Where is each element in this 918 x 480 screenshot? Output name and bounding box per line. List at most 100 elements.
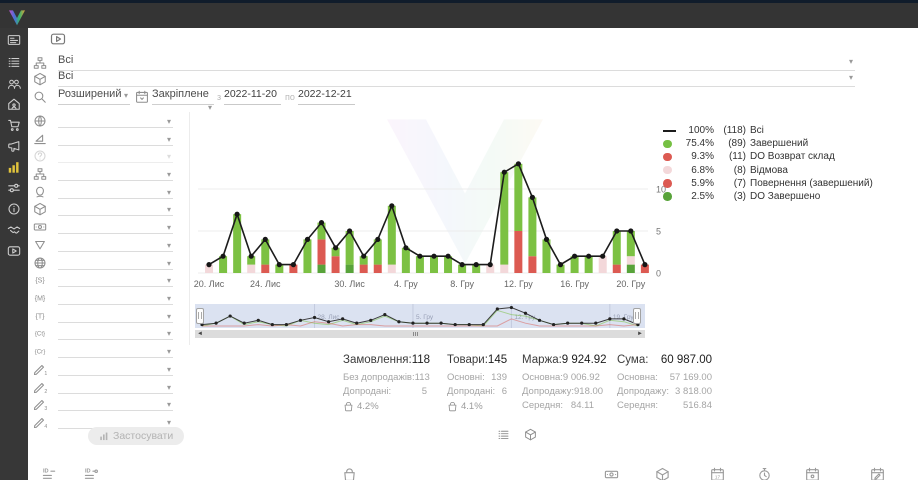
filter-select-sitemap[interactable]: ▾ [58, 167, 173, 182]
stat-value: 118 [411, 354, 431, 366]
product-filter-row: Всі ▾ [33, 70, 855, 88]
filter-select-funnel[interactable]: ▾ [58, 238, 173, 252]
legend-label: DO Завершено [750, 191, 821, 203]
legend-item[interactable]: 75.4% (89) Завершений [663, 137, 873, 150]
legend-dot-swatch [663, 165, 672, 175]
orders-stacked-bar-line-chart[interactable]: 0 5 10 20. Лис 24. Лис 30. Лис 4. Гру 8. Гру 12.… [192, 112, 670, 294]
filter-select-row-banknote: ▾ [33, 218, 173, 236]
filter-select-tag-t[interactable]: ▾ [58, 309, 173, 323]
footer-banknote[interactable] [604, 467, 619, 480]
search-mode-select[interactable]: Розширений ▾ [58, 88, 130, 105]
filter-select-tag-s[interactable]: ▾ [58, 273, 173, 288]
filter-select-package[interactable]: ▾ [58, 202, 173, 217]
footer-calendar-edit[interactable] [870, 467, 885, 480]
sidebar-item-warehouse[interactable] [7, 97, 21, 111]
sidebar-item-marketing[interactable] [7, 139, 21, 153]
sidebar-item-analytics[interactable] [7, 160, 21, 174]
left-sidebar [0, 28, 28, 480]
legend-item[interactable]: 100% (118) Всі [663, 124, 873, 137]
tag-ct-icon: {Ct} [33, 326, 47, 340]
navigator-right-handle[interactable] [633, 308, 641, 324]
filter-select-pencil-2[interactable]: ▾ [58, 380, 173, 394]
source-filter-row: Всі ▾ [33, 54, 855, 72]
sidebar-item-orders[interactable] [7, 55, 21, 69]
sidebar-item-info[interactable] [7, 202, 21, 216]
filter-select-web-globe[interactable]: ▾ [58, 256, 173, 270]
filter-select-incognito[interactable]: ▾ [58, 185, 173, 199]
footer-calendar-alt[interactable] [805, 467, 820, 480]
footer-bag[interactable] [342, 467, 357, 480]
banknote-icon [33, 220, 47, 234]
filter-select-banknote[interactable]: ▾ [58, 220, 173, 235]
period-mode-value: Закріплене [152, 88, 209, 100]
tutorial-video-button[interactable] [50, 31, 66, 47]
stat-title: Сума: [617, 354, 649, 366]
svg-text:1: 1 [44, 371, 47, 376]
scroll-left-arrow[interactable]: ◄ [197, 331, 203, 337]
filter-select-tag-cr[interactable]: ▾ [58, 344, 173, 359]
filter-select-tag-m[interactable]: ▾ [58, 291, 173, 306]
chevron-down-icon: ▾ [166, 294, 171, 304]
footer-id-lines[interactable]: ID [42, 467, 57, 480]
svg-text:ID: ID [85, 469, 91, 475]
tag-cr-icon: {Cr} [33, 344, 47, 358]
date-from-input[interactable]: 2022-11-20 [224, 88, 281, 105]
scroll-right-arrow[interactable]: ► [637, 331, 643, 337]
source-select[interactable]: Всі ▾ [58, 54, 855, 71]
sidebar-item-settings[interactable] [7, 181, 21, 195]
stat-title: Товари: [447, 354, 488, 366]
footer-clock[interactable] [757, 467, 772, 480]
filter-select-pencil-3[interactable]: ▾ [58, 397, 173, 412]
help-circle-icon [33, 149, 47, 163]
source-select-value: Всі [58, 54, 74, 66]
stat-value: 145 [487, 354, 508, 366]
stat-title: Маржа: [522, 354, 562, 366]
legend-item[interactable]: 2.5% (3) DO Завершено [663, 190, 873, 203]
filter-select-row-tag-t: {T} ▾ [33, 307, 173, 325]
filter-select-ruler[interactable]: ▾ [58, 132, 173, 146]
svg-text:ID: ID [43, 469, 49, 475]
footer-package[interactable] [655, 467, 670, 480]
legend-label: Всі [750, 125, 764, 137]
package-icon [33, 72, 47, 86]
chevron-down-icon: ▾ [207, 103, 212, 112]
hierarchy-icon [33, 56, 47, 70]
navigator-left-handle[interactable] [196, 308, 204, 324]
sidebar-item-cart[interactable] [7, 118, 21, 132]
filter-select-row-sitemap: ▾ [33, 165, 173, 183]
date-to-input[interactable]: 2022-12-21 [298, 88, 355, 105]
filter-select-pencil-1[interactable]: ▾ [58, 362, 173, 376]
svg-text:4. Гру: 4. Гру [394, 279, 418, 289]
legend-item[interactable]: 5.9% (7) Повернення (завершений) [663, 177, 873, 190]
legend-item[interactable]: 6.8% (8) Відмова [663, 164, 873, 177]
filter-select-tag-ct[interactable]: ▾ [58, 326, 173, 341]
product-select[interactable]: Всі ▾ [58, 70, 855, 87]
view-toggle-list[interactable] [497, 428, 510, 441]
svg-text:16. Гру: 16. Гру [560, 279, 589, 289]
legend-line-swatch [663, 129, 676, 132]
apply-filters-button[interactable]: Застосувати [88, 427, 185, 445]
footer-calendar-days[interactable]: 17 [710, 467, 725, 480]
legend-percent: 9.3% [691, 151, 714, 163]
scrollbar-grip[interactable] [413, 332, 418, 336]
sitemap-icon [33, 167, 47, 181]
sidebar-item-tutorials[interactable] [7, 244, 21, 258]
stat-sub-label: Допродажу: [522, 386, 575, 397]
period-mode-select[interactable]: Закріплене ▾ [152, 88, 214, 112]
footer-id-o-lines[interactable]: ID [84, 467, 99, 480]
chevron-down-icon: ▾ [166, 418, 171, 428]
search-row: Розширений ▾ Закріплене ▾ з 2022-11-20 п… [33, 88, 855, 112]
chart-range-navigator[interactable]: 28. Лис 5. Гру 12. Гру 19. Гру [195, 304, 645, 328]
svg-text:10: 10 [656, 185, 666, 195]
navigator-scrollbar[interactable]: ◄ ► [195, 330, 645, 338]
legend-count: (11) [728, 151, 746, 163]
stat-sub-value: 516.84 [682, 400, 712, 411]
sidebar-item-customers[interactable] [7, 77, 21, 91]
sidebar-item-dashboard[interactable] [7, 33, 21, 47]
legend-item[interactable]: 9.3% (11) DO Возврат склад [663, 150, 873, 163]
view-toggle-package[interactable] [524, 428, 537, 441]
sidebar-item-partners[interactable] [7, 223, 21, 237]
filter-select-globe[interactable]: ▾ [58, 114, 173, 128]
chevron-down-icon: ▾ [166, 187, 171, 197]
